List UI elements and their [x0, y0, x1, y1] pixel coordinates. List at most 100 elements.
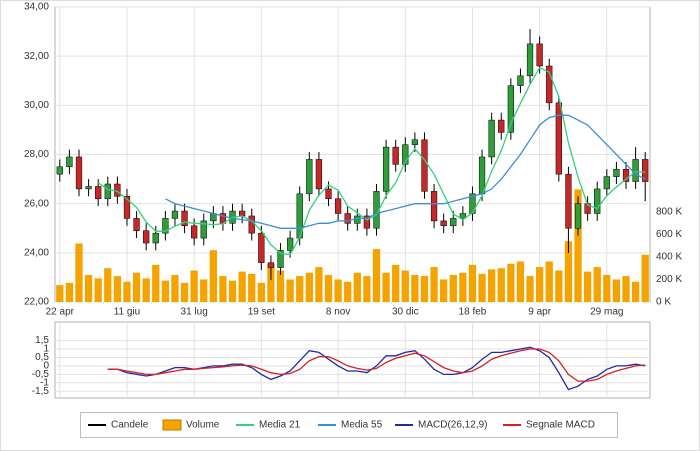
- candle-body: [354, 215, 361, 224]
- volume-bar: [372, 249, 381, 302]
- candle-body: [171, 210, 179, 219]
- volume-bar: [56, 285, 64, 302]
- candle-body: [613, 169, 620, 177]
- x-tick-label: 18 feb: [459, 307, 487, 318]
- volume-bar: [334, 279, 342, 302]
- legend-label: Volume: [186, 420, 220, 431]
- line-series: [107, 348, 646, 382]
- candle-body: [478, 156, 486, 195]
- volume-bar: [545, 261, 553, 302]
- legend-label: Media 55: [341, 420, 383, 431]
- volume-bar: [583, 271, 592, 302]
- volume-bar: [315, 267, 323, 302]
- candle-body: [123, 196, 131, 219]
- volume-bar: [94, 278, 102, 302]
- volume-bar: [526, 276, 534, 302]
- candle-body: [258, 232, 265, 263]
- volume-bar: [593, 267, 601, 302]
- y2-tick-label: 200 K: [656, 274, 682, 285]
- legend-label: Segnale MACD: [526, 420, 595, 431]
- y-tick-label: 24,00: [24, 247, 49, 258]
- volume-bar: [132, 272, 141, 302]
- y2-tick-label: 0 K: [656, 297, 671, 308]
- volume-bar: [507, 263, 515, 302]
- y-tick-label: 28,00: [24, 149, 49, 160]
- candle-body: [334, 198, 342, 214]
- volume-bar: [228, 280, 237, 302]
- candle-body: [546, 65, 553, 104]
- volume-bar: [392, 264, 400, 302]
- y2-tick-label: 600 K: [656, 229, 682, 240]
- candle-body: [200, 220, 207, 239]
- volume-bar: [324, 274, 333, 302]
- candle-body: [421, 139, 428, 192]
- candle-body: [536, 43, 543, 67]
- candle-body: [56, 166, 63, 175]
- volume-bar: [401, 270, 409, 302]
- volume-bar: [459, 272, 467, 302]
- candle-body: [286, 237, 294, 251]
- candle-body: [507, 85, 514, 133]
- y-tick-label: 32,00: [24, 51, 49, 62]
- y-tick-label: -1: [40, 377, 49, 388]
- volume-bar: [468, 264, 477, 302]
- candle-body: [459, 213, 466, 219]
- legend-label: MACD(26,12,9): [418, 420, 487, 431]
- legend-label: Media 21: [259, 420, 301, 431]
- candle-body: [574, 203, 582, 229]
- candle-body: [363, 215, 371, 229]
- volume-bar: [488, 269, 496, 302]
- candle-body: [498, 119, 505, 133]
- y-tick-label: -1,5: [32, 386, 50, 397]
- candle-body: [450, 218, 457, 227]
- volume-bar: [84, 274, 93, 302]
- volume-bar: [641, 254, 649, 302]
- candle-body: [325, 188, 332, 200]
- candle-body: [411, 139, 419, 145]
- candle-body: [85, 186, 92, 190]
- candle-body: [248, 215, 255, 234]
- volume-bar: [516, 261, 525, 302]
- y-tick-label: 0,5: [35, 352, 49, 363]
- volume-bar: [276, 270, 285, 302]
- candle-body: [632, 159, 639, 182]
- candle-body: [488, 119, 495, 158]
- y2-tick-label: 800 K: [656, 207, 682, 218]
- candle-body: [114, 183, 121, 197]
- candle-body: [622, 169, 630, 182]
- y-tick-label: 30,00: [24, 100, 49, 111]
- volume-bar: [171, 274, 179, 302]
- volume-bar: [603, 274, 611, 302]
- volume-bar: [267, 263, 275, 302]
- legend-label: Candele: [111, 420, 149, 431]
- volume-bar: [430, 267, 438, 302]
- y-tick-label: 34,00: [24, 2, 49, 13]
- x-tick-label: 30 dic: [392, 307, 419, 318]
- candle-body: [95, 186, 102, 199]
- y-tick-label: 26,00: [24, 198, 49, 209]
- y-tick-label: 1: [43, 344, 49, 355]
- volume-bar: [209, 250, 217, 302]
- volume-bar: [248, 273, 256, 302]
- volume-bar: [478, 273, 486, 302]
- legend-swatch: [162, 419, 182, 431]
- volume-bar: [363, 276, 371, 302]
- volume-bar: [161, 280, 170, 302]
- candle-body: [104, 183, 111, 199]
- x-tick-label: 8 nov: [326, 307, 350, 318]
- volume-bar: [631, 281, 640, 302]
- y-tick-label: 22,00: [24, 297, 49, 308]
- volume-bar: [564, 241, 573, 302]
- candle-body: [565, 173, 572, 229]
- volume-bar: [411, 274, 419, 302]
- candle-body: [402, 144, 409, 165]
- candle-body: [75, 156, 83, 190]
- candle-body: [344, 213, 351, 224]
- candle-body: [66, 156, 73, 168]
- volume-bar: [612, 279, 621, 302]
- volume-bar: [440, 279, 448, 302]
- candle-body: [162, 218, 169, 234]
- x-tick-label: 9 apr: [528, 307, 551, 318]
- candle-body: [152, 232, 159, 244]
